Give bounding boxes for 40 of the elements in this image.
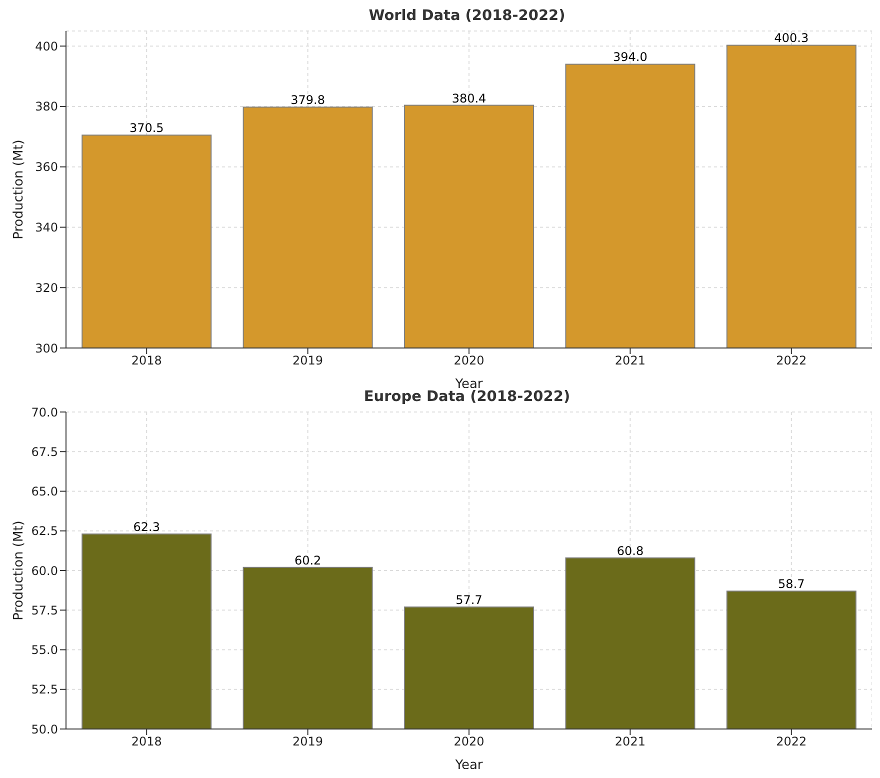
x-tick-label: 2021	[614, 734, 646, 749]
data-label: 60.2	[294, 553, 322, 568]
data-label: 380.4	[452, 91, 486, 106]
y-tick-label: 380	[35, 100, 58, 114]
y-tick-label: 57.5	[31, 603, 58, 618]
y-tick-label: 60.0	[31, 564, 58, 578]
x-axis-title: Year	[454, 758, 484, 773]
x-tick-label: 2022	[776, 734, 807, 749]
x-tick-label: 2020	[454, 734, 484, 749]
data-label: 379.8	[290, 93, 325, 108]
chart-title: World Data (2018-2022)	[368, 8, 566, 24]
y-tick-label: 340	[35, 220, 58, 234]
x-tick-label: 2022	[776, 354, 807, 368]
y-tick-label: 300	[35, 341, 58, 356]
x-tick-label: 2018	[131, 734, 162, 749]
x-tick-label: 2018	[131, 354, 162, 368]
y-tick-label: 62.5	[31, 524, 58, 538]
chart-title: Europe Data (2018-2022)	[362, 389, 572, 405]
y-tick-label: 360	[35, 160, 58, 174]
x-tick-label: 2021	[614, 354, 646, 368]
data-label: 394.0	[613, 50, 648, 64]
y-tick-label: 65.0	[31, 484, 58, 499]
y-tick-label: 320	[35, 280, 58, 295]
data-label: 400.3	[774, 31, 809, 46]
data-label: 57.7	[456, 592, 482, 607]
y-axis-title: Production (Mt)	[12, 140, 27, 240]
y-tick-label: 70.0	[31, 405, 58, 420]
x-tick-label: 2019	[292, 734, 324, 749]
y-tick-label: 400	[35, 39, 58, 54]
y-tick-label: 52.5	[31, 682, 58, 697]
data-label: 58.7	[778, 577, 805, 592]
data-label: 60.8	[616, 544, 644, 558]
data-label: 370.5	[129, 121, 164, 136]
y-axis-title: Production (Mt)	[12, 520, 27, 620]
y-tick-label: 55.0	[31, 643, 58, 658]
data-label: 62.3	[133, 520, 160, 534]
y-tick-label: 50.0	[31, 722, 58, 736]
x-tick-label: 2019	[292, 354, 324, 368]
y-tick-label: 67.5	[31, 444, 58, 459]
x-tick-label: 2020	[454, 354, 484, 368]
